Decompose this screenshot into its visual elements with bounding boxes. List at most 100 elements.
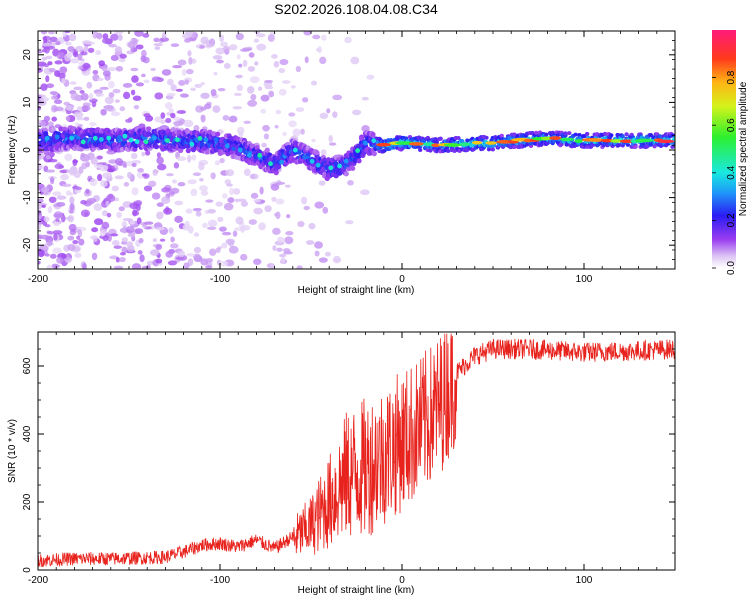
- noise-blob: [172, 179, 178, 184]
- noise-blob: [350, 56, 360, 65]
- noise-blob: [284, 236, 294, 245]
- noise-blob: [81, 105, 91, 112]
- noise-blob: [167, 78, 174, 86]
- noise-blob: [220, 41, 228, 47]
- noise-blob: [267, 34, 275, 42]
- noise-blob: [198, 162, 205, 171]
- noise-blob: [52, 247, 62, 254]
- snr-y-axis: 0 200 400 600: [22, 331, 675, 573]
- noise-blob: [144, 221, 154, 225]
- noise-blob: [221, 242, 228, 249]
- ridge-core: [165, 138, 170, 143]
- noise-blob: [332, 94, 343, 101]
- x-tick-label: 0: [399, 575, 405, 586]
- noise-blob: [295, 107, 305, 112]
- noise-blob: [155, 227, 165, 231]
- noise-blob: [154, 46, 161, 51]
- noise-blob: [284, 184, 291, 188]
- noise-blob: [56, 256, 64, 264]
- noise-blob: [181, 69, 187, 76]
- noise-blob: [345, 220, 354, 225]
- noise-blob: [168, 227, 174, 234]
- noise-blob: [92, 237, 98, 243]
- noise-blob: [118, 206, 125, 212]
- noise-blob: [205, 265, 213, 269]
- noise-blob: [73, 86, 83, 91]
- noise-blob: [360, 189, 370, 196]
- noise-blob: [77, 229, 83, 238]
- ridge-core: [106, 135, 112, 141]
- noise-blob: [217, 87, 226, 92]
- noise-blob: [300, 128, 305, 135]
- ridge-core: [371, 138, 377, 144]
- noise-blob: [112, 88, 121, 94]
- noise-blob: [240, 253, 248, 261]
- noise-blob: [110, 33, 119, 41]
- noise-blob: [86, 197, 97, 204]
- noise-blob: [332, 111, 338, 119]
- noise-blob: [101, 210, 109, 217]
- noise-blob: [122, 82, 133, 88]
- ridge-blob: [528, 141, 534, 146]
- noise-blob: [80, 209, 91, 218]
- ridge-core: [559, 137, 575, 142]
- noise-blob: [156, 202, 164, 207]
- noise-blob: [97, 77, 104, 82]
- noise-blob: [80, 200, 87, 205]
- noise-blob: [200, 114, 206, 119]
- ridge-core: [657, 139, 675, 144]
- noise-blob: [114, 175, 124, 180]
- noise-blob: [115, 65, 124, 72]
- noise-blob: [135, 82, 145, 87]
- noise-blob: [96, 155, 103, 160]
- noise-blob: [176, 110, 186, 114]
- noise-blob: [210, 172, 216, 180]
- noise-blob: [232, 106, 243, 110]
- ridge-blob: [499, 133, 504, 138]
- noise-blob: [69, 196, 75, 205]
- snr-y-label: SNR (10 * v/v): [7, 419, 18, 483]
- noise-blob: [38, 260, 41, 265]
- noise-blob: [248, 52, 255, 58]
- noise-blob: [250, 192, 259, 199]
- ridge-blob: [620, 134, 625, 139]
- y-tick-label: 20: [22, 49, 33, 61]
- noise-blob: [318, 180, 326, 186]
- noise-blob: [55, 40, 61, 46]
- noise-blob: [73, 171, 81, 179]
- noise-blob: [91, 227, 99, 233]
- ridge-core: [213, 137, 219, 143]
- noise-blob: [38, 61, 47, 67]
- ridge-blob: [358, 135, 365, 142]
- noise-blob: [83, 45, 89, 53]
- noise-blob: [322, 206, 329, 214]
- ridge-blob: [428, 148, 433, 153]
- noise-blob: [131, 263, 142, 269]
- noise-blob: [269, 263, 275, 269]
- noise-blob: [104, 104, 115, 112]
- noise-blob: [48, 68, 56, 73]
- x-tick-label: 100: [576, 274, 593, 285]
- ridge-blob: [58, 126, 64, 132]
- noise-blob: [207, 219, 218, 227]
- noise-blob: [155, 258, 163, 264]
- ridge-blob: [567, 131, 572, 136]
- noise-blob: [46, 264, 52, 269]
- noise-blob: [129, 220, 136, 225]
- noise-blob: [97, 173, 103, 182]
- noise-blob: [296, 265, 303, 269]
- noise-blob: [119, 106, 126, 112]
- noise-blob: [166, 173, 174, 177]
- colorbar-tick-label: 0.8: [726, 70, 737, 84]
- noise-blob: [56, 201, 66, 207]
- noise-blob: [106, 212, 112, 218]
- noise-blob: [328, 135, 334, 143]
- noise-blob: [219, 157, 225, 164]
- noise-blob: [131, 162, 137, 168]
- noise-blob: [42, 42, 52, 47]
- noise-blob: [108, 159, 118, 164]
- noise-blob: [288, 120, 297, 128]
- colorbar-gradient: [712, 30, 736, 268]
- noise-blob: [272, 227, 281, 235]
